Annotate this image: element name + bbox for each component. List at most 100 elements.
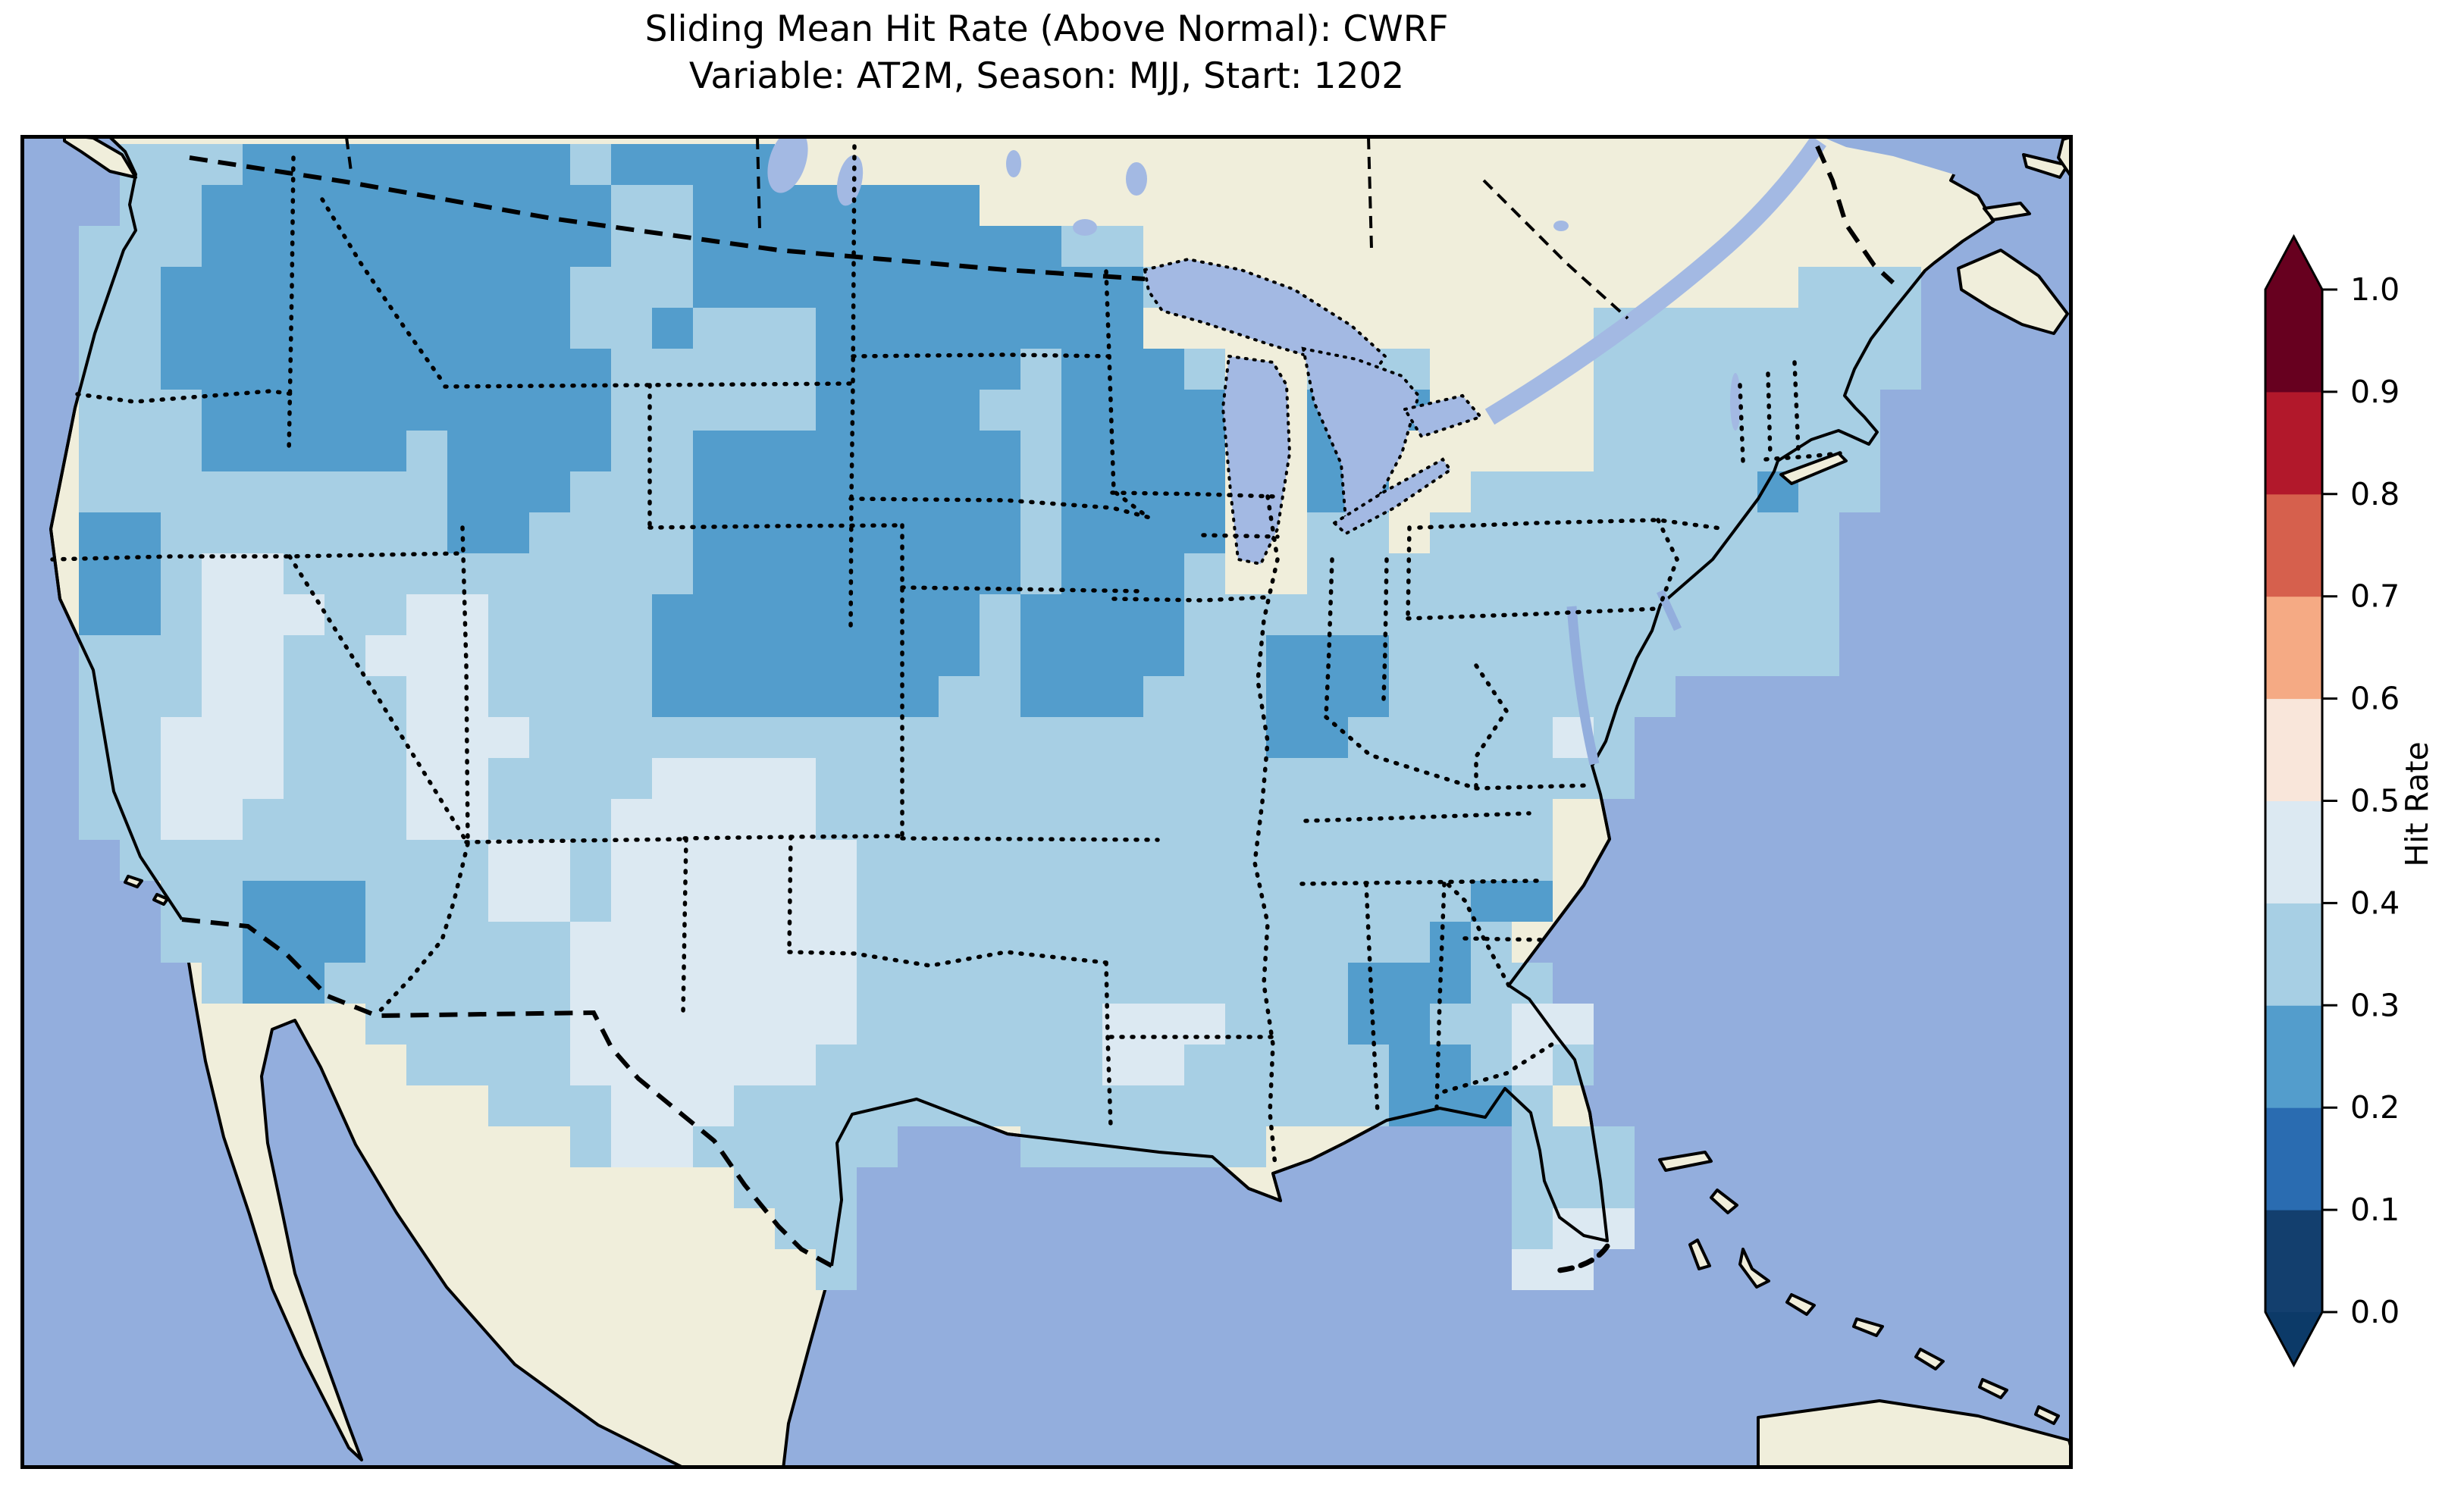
- grid-cell: [1061, 758, 1102, 799]
- grid-cell: [1471, 553, 1512, 594]
- grid-cell: [79, 799, 120, 840]
- grid-cell: [1266, 881, 1307, 922]
- grid-cell: [693, 717, 734, 758]
- grid-cell: [365, 922, 406, 963]
- grid-cell: [120, 308, 161, 349]
- grid-cell: [980, 308, 1020, 349]
- grid-cell: [570, 553, 611, 594]
- grid-cell: [1061, 676, 1102, 717]
- grid-cell: [529, 922, 570, 963]
- grid-cell: [857, 308, 898, 349]
- grid-cell: [1020, 1045, 1061, 1085]
- grid-cell: [816, 963, 857, 1004]
- grid-cell: [693, 1045, 734, 1085]
- grid-cell: [120, 758, 161, 799]
- grid-cell: [243, 799, 284, 840]
- grid-cell: [324, 349, 365, 390]
- grid-cell: [202, 471, 243, 512]
- grid-cell: [447, 922, 488, 963]
- grid-cell: [284, 840, 324, 881]
- grid-cell: [1430, 594, 1471, 635]
- grid-cell: [980, 635, 1020, 676]
- grid-cell: [570, 922, 611, 963]
- grid-cell: [1798, 349, 1839, 390]
- grid-cell: [898, 922, 939, 963]
- grid-cell: [284, 471, 324, 512]
- grid-cell: [939, 1004, 980, 1045]
- grid-cell: [406, 881, 447, 922]
- bahamas: [1658, 1151, 2060, 1425]
- grid-cell: [1635, 553, 1676, 594]
- grid-cell: [1430, 963, 1471, 1004]
- grid-cell: [1880, 308, 1921, 349]
- grid-cell: [570, 267, 611, 308]
- grid-cell: [488, 717, 529, 758]
- grid-cell: [1143, 1085, 1184, 1126]
- grid-cell: [243, 431, 284, 471]
- grid-cell: [1676, 635, 1716, 676]
- colorbar-extend-high-arrow: [2265, 236, 2322, 290]
- grid-cell: [202, 758, 243, 799]
- grid-cell: [1798, 390, 1839, 431]
- grid-cell: [898, 1004, 939, 1045]
- grid-cell: [120, 594, 161, 635]
- grid-cell: [1061, 922, 1102, 963]
- grid-cell: [939, 226, 980, 267]
- grid-cell: [324, 840, 365, 881]
- grid-cell: [693, 553, 734, 594]
- colorbar-tick-label: 0.8: [2350, 476, 2400, 512]
- grid-cell: [202, 717, 243, 758]
- grid-cell: [693, 1085, 734, 1126]
- grid-cell: [693, 799, 734, 840]
- grid-cell: [243, 881, 284, 922]
- grid-cell: [1020, 308, 1061, 349]
- grid-cell: [570, 512, 611, 553]
- grid-cell: [1757, 553, 1798, 594]
- grid-cell: [734, 594, 775, 635]
- grid-cell: [693, 922, 734, 963]
- grid-cell: [406, 144, 447, 185]
- grid-cell: [734, 512, 775, 553]
- grid-cell: [1798, 635, 1839, 676]
- grid-cell: [980, 267, 1020, 308]
- grid-cell: [1225, 717, 1266, 758]
- grid-cell: [570, 1045, 611, 1085]
- grid-cell: [1102, 267, 1143, 308]
- grid-cell: [857, 758, 898, 799]
- grid-cell: [1184, 881, 1225, 922]
- grid-cell: [1716, 308, 1757, 349]
- grid-cell: [120, 185, 161, 226]
- grid-cell: [1184, 676, 1225, 717]
- grid-cell: [406, 512, 447, 553]
- grid-cell: [980, 1004, 1020, 1045]
- grid-cell: [611, 717, 652, 758]
- grid-cell: [202, 349, 243, 390]
- grid-cell: [1061, 635, 1102, 676]
- grid-cell: [1143, 431, 1184, 471]
- grid-cell: [1143, 1126, 1184, 1167]
- grid-cell: [898, 717, 939, 758]
- map-panel: [20, 128, 2074, 1471]
- grid-cell: [1102, 512, 1143, 553]
- grid-cell: [570, 226, 611, 267]
- grid-cell: [898, 1045, 939, 1085]
- grid-cell: [1266, 1085, 1307, 1126]
- grid-cell: [816, 799, 857, 840]
- great-lakes: [1143, 257, 1484, 566]
- grid-cell: [324, 922, 365, 963]
- grid-cell: [406, 1045, 447, 1085]
- grid-cell: [734, 717, 775, 758]
- grid-cell: [652, 635, 693, 676]
- grid-cell: [857, 1126, 898, 1167]
- grid-cell: [775, 758, 816, 799]
- grid-cell: [1184, 758, 1225, 799]
- grid-cell: [161, 922, 202, 963]
- grid-cell: [1184, 717, 1225, 758]
- grid-cell: [284, 799, 324, 840]
- grid-cell: [734, 758, 775, 799]
- grid-cell: [324, 758, 365, 799]
- grid-cell: [570, 308, 611, 349]
- grid-cell: [1225, 594, 1266, 635]
- grid-cell: [1184, 922, 1225, 963]
- grid-cell: [161, 349, 202, 390]
